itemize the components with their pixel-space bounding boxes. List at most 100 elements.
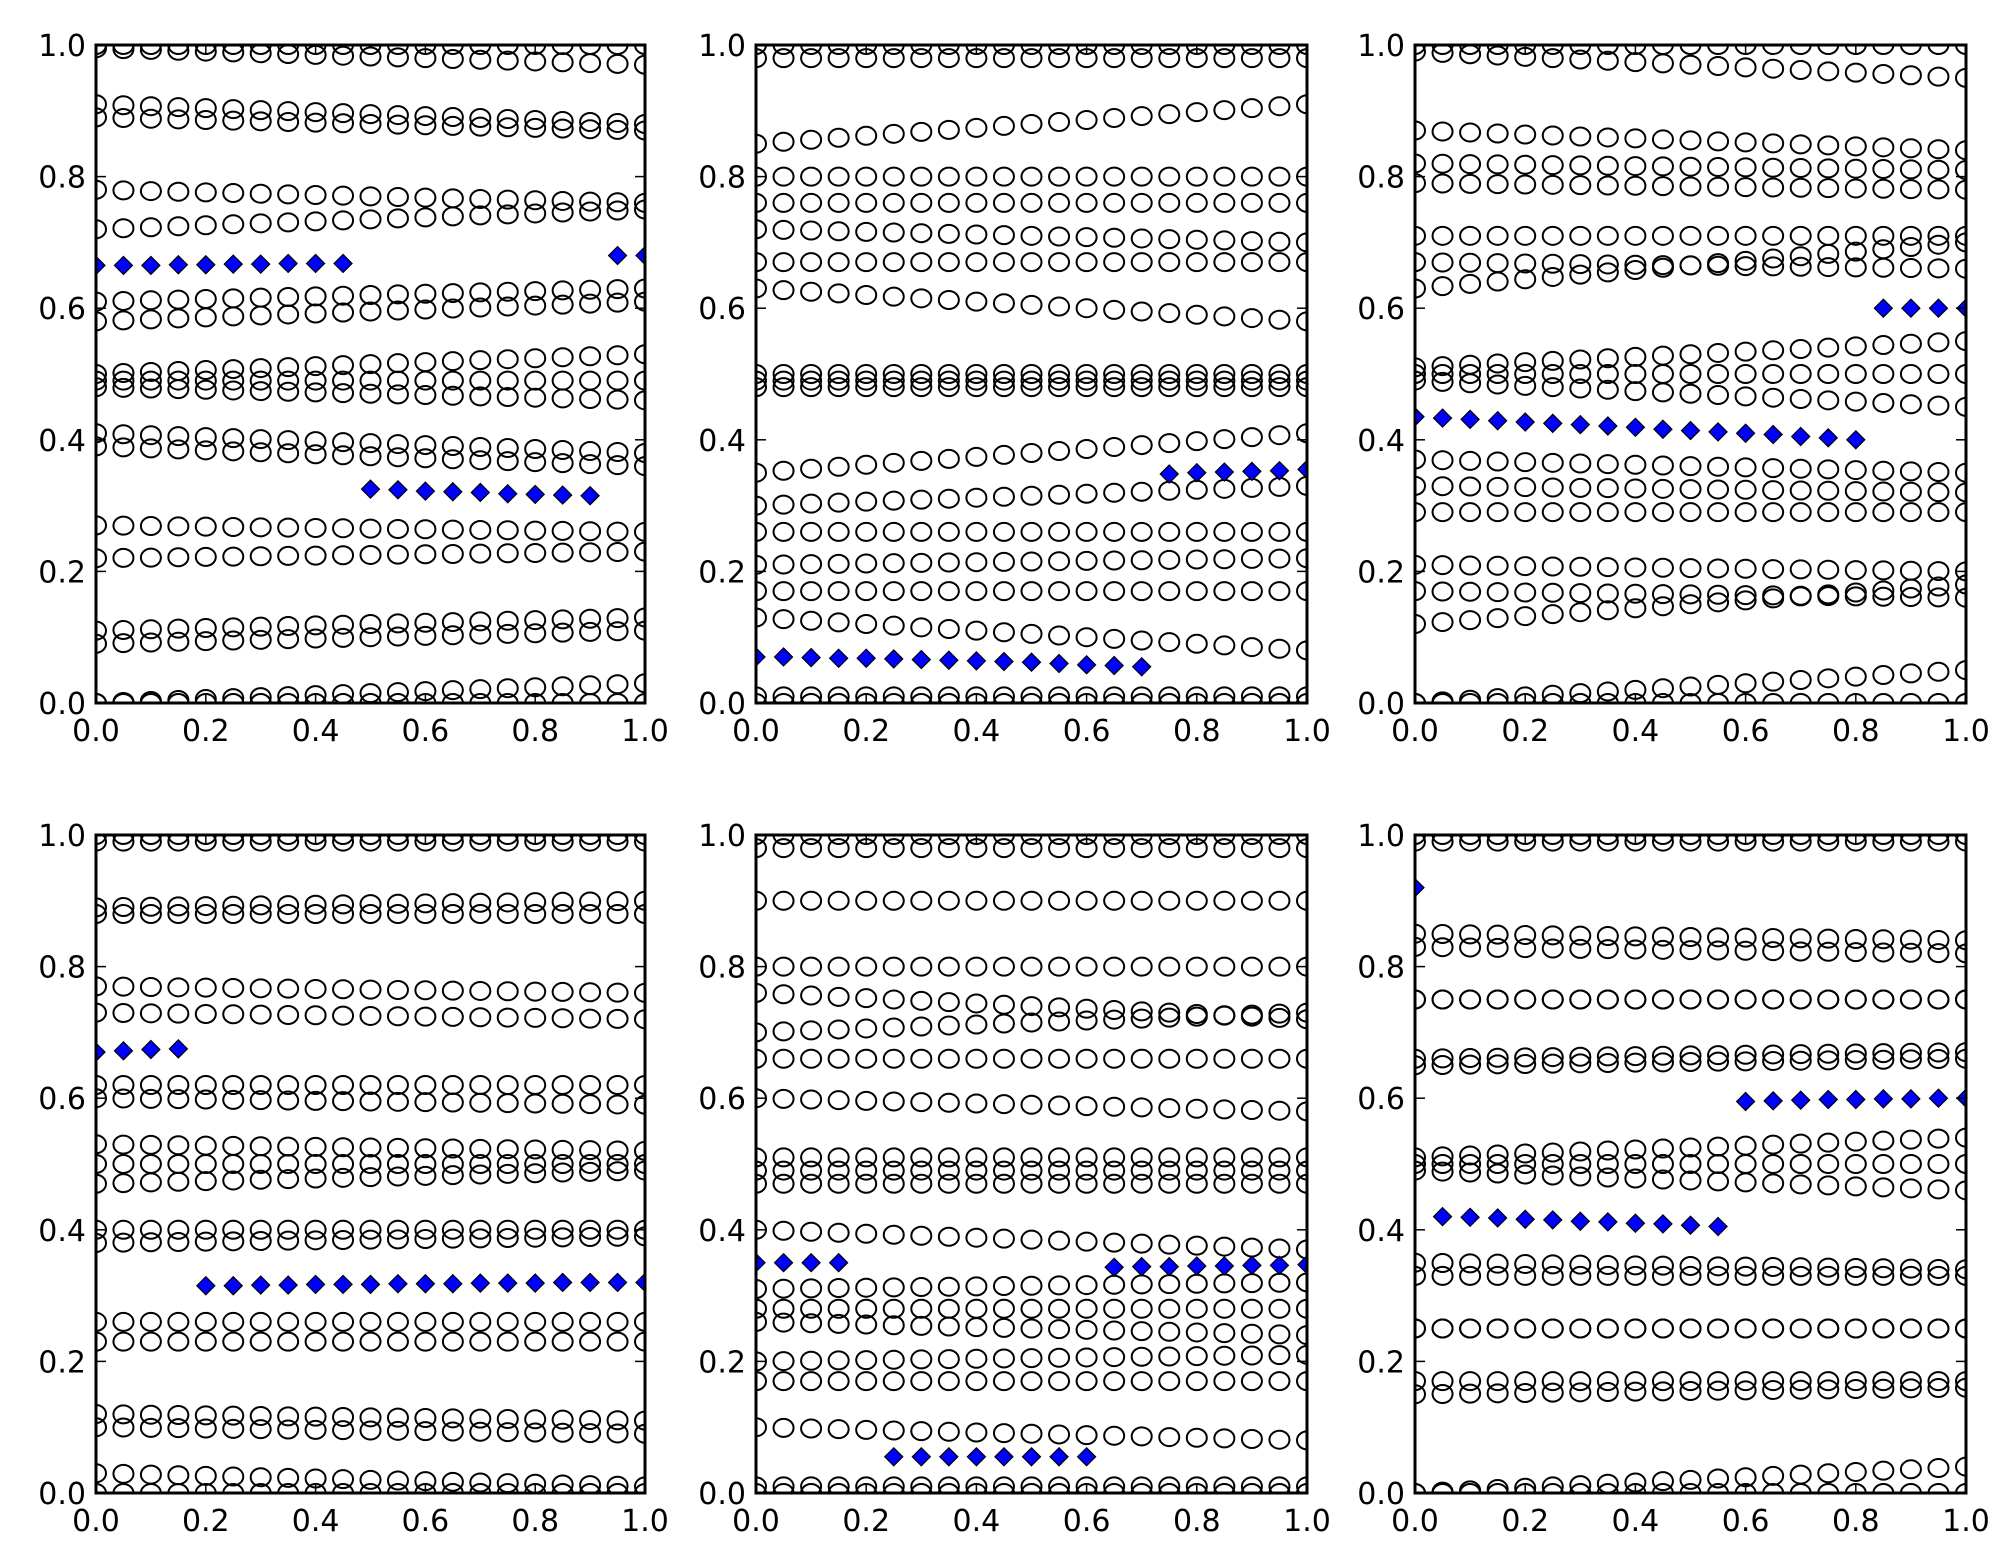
circle-point [359,614,382,635]
circle-point [1927,502,1950,523]
circle-point [992,521,1015,542]
circle-point [1103,1009,1126,1030]
circle-point [1268,838,1291,859]
circle-point [551,835,574,852]
circle-point [1459,273,1482,294]
circle-point [937,992,960,1013]
y-tick-label: 0.4 [1357,1214,1405,1249]
circle-point [1734,1371,1757,1392]
circle-point [551,520,574,541]
circle-point [496,693,519,703]
circle-point [1158,549,1181,570]
circle-point [277,693,300,703]
diamond-point [1570,1211,1591,1232]
circle-point [194,182,217,203]
circle-point [386,45,409,55]
circle-point [249,1230,272,1251]
circle-point [855,1476,878,1493]
circle-point [1185,1048,1208,1069]
circle-point [992,1483,1015,1493]
circle-point [756,1476,767,1493]
circle-point [1651,502,1674,523]
circle-point [1624,260,1647,281]
diamond-point [1487,410,1508,431]
circle-point [992,1228,1015,1249]
circle-point [992,1423,1015,1444]
circle-point [1415,502,1426,523]
circle-point [1075,1173,1098,1194]
circle-point [992,48,1015,69]
circle-point [827,1019,850,1040]
circle-point [965,166,988,187]
circle-point [1955,574,1966,595]
circle-point [1541,1265,1564,1286]
circle-point [1734,590,1757,611]
circle-point [1240,1100,1263,1121]
circle-point [1459,154,1482,175]
circle-point [194,617,217,638]
circle-point [606,1094,629,1115]
circle-point [441,1228,464,1249]
circle-point [441,370,464,391]
circle-point [1596,45,1619,55]
circle-point [359,1407,382,1428]
circle-point [1103,364,1126,384]
circle-point [249,895,272,916]
circle-point [194,98,217,119]
circle-point [1486,989,1509,1010]
circle-point [1762,458,1785,479]
circle-point [414,106,437,127]
circle-point [756,1279,767,1300]
circle-point [496,623,519,644]
circle-point [937,1015,960,1036]
diamond-point [911,1446,932,1467]
circle-point [496,1093,519,1114]
circle-point [249,45,272,64]
circle-point [1048,370,1071,391]
circle-point [1872,1483,1895,1493]
circle-point [386,518,409,539]
circle-point [332,210,355,231]
circle-point [332,285,355,306]
circle-point [277,1169,300,1190]
circle-point [634,620,645,641]
circle-point [1734,177,1757,198]
circle-point [1789,1464,1812,1485]
circle-point [496,678,519,699]
diamond-point [443,1273,463,1294]
circle-point [965,1227,988,1248]
circle-point [96,364,107,384]
circle-point [359,383,382,404]
y-tick-label: 0.0 [38,687,86,722]
circle-point [1541,604,1564,625]
circle-point [1899,364,1922,384]
diamond-point [1131,1256,1152,1277]
circle-point [167,181,190,202]
circle-point [910,45,933,55]
circle-point [1075,1347,1098,1368]
circle-point [1415,1160,1426,1181]
circle-point [1734,502,1757,523]
circle-point [634,1423,645,1444]
circle-point [1762,927,1785,948]
circle-point [1020,1012,1043,1033]
circle-point [965,370,988,391]
x-tick-label: 1.0 [1942,1504,1990,1539]
circle-point [827,1222,850,1243]
circle-point [1048,551,1071,572]
circle-point [167,1311,190,1332]
circle-point [194,1171,217,1192]
circle-point [1020,1476,1043,1493]
circle-point [1817,158,1840,179]
circle-point [277,978,300,999]
circle-point [772,1048,795,1069]
circle-point [112,903,135,924]
circle-point [606,455,629,476]
diamond-point [756,647,766,667]
circle-point [1415,364,1426,384]
circle-point [1899,989,1922,1010]
circle-point [222,45,245,55]
circle-point [249,442,272,463]
circle-point [1596,262,1619,283]
circle-point [1103,227,1126,248]
